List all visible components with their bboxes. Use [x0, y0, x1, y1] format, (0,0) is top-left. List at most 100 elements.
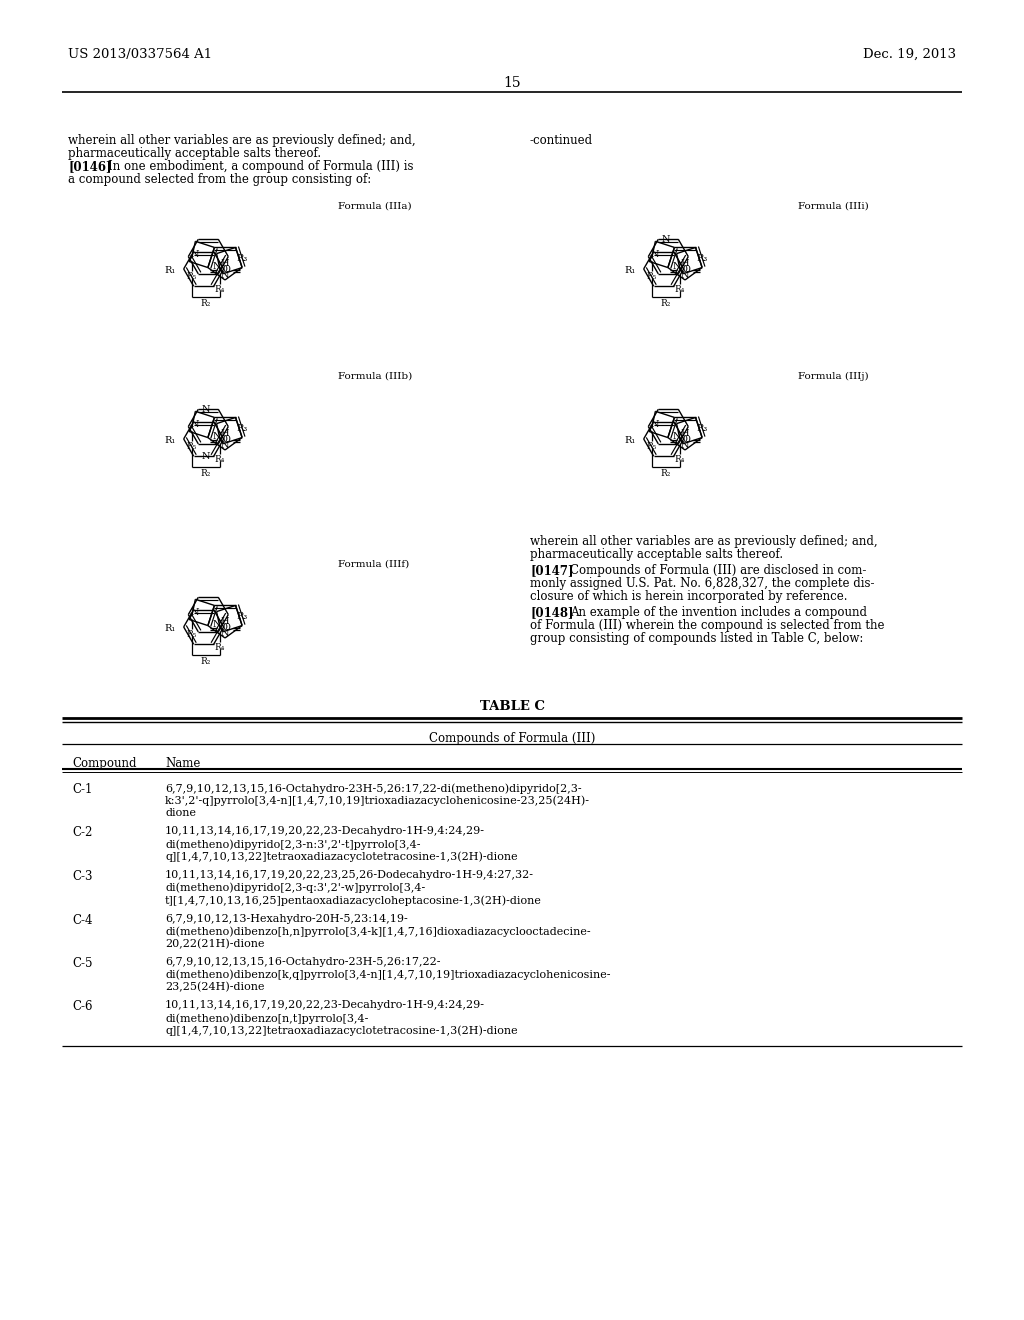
Text: di(metheno)dibenzo[k,q]pyrrolo[3,4-n][1,4,7,10,19]trioxadiazacyclohenicosine-: di(metheno)dibenzo[k,q]pyrrolo[3,4-n][1,…: [165, 969, 610, 979]
Text: di(metheno)dipyrido[2,3-q:3',2'-w]pyrrolo[3,4-: di(metheno)dipyrido[2,3-q:3',2'-w]pyrrol…: [165, 883, 425, 894]
Text: O: O: [220, 265, 227, 275]
Text: R₁: R₁: [165, 624, 176, 634]
Text: R₃: R₃: [237, 424, 248, 433]
Text: O: O: [682, 265, 690, 275]
Text: C-6: C-6: [72, 1001, 92, 1014]
Text: H: H: [221, 259, 229, 268]
Text: R₄: R₄: [675, 454, 685, 463]
Text: R₄: R₄: [215, 454, 225, 463]
Text: wherein all other variables are as previously defined; and,: wherein all other variables are as previ…: [68, 135, 416, 147]
Text: N: N: [213, 432, 221, 441]
Text: N: N: [221, 441, 229, 450]
Text: Dec. 19, 2013: Dec. 19, 2013: [863, 48, 956, 61]
Text: N: N: [190, 607, 200, 616]
Text: R₁: R₁: [625, 437, 636, 445]
Text: N: N: [681, 441, 689, 450]
Text: t][1,4,7,10,13,16,25]pentaoxadiazacycloheptacosine-1,3(2H)-dione: t][1,4,7,10,13,16,25]pentaoxadiazacycloh…: [165, 895, 542, 906]
Text: a compound selected from the group consisting of:: a compound selected from the group consi…: [68, 173, 372, 186]
Text: R₄: R₄: [215, 285, 225, 293]
Text: [0148]: [0148]: [530, 606, 573, 619]
Text: R₃: R₃: [696, 253, 708, 263]
Text: of Formula (III) wherein the compound is selected from the: of Formula (III) wherein the compound is…: [530, 619, 885, 632]
Text: O: O: [680, 265, 688, 275]
Text: Compounds of Formula (III): Compounds of Formula (III): [429, 733, 595, 744]
Text: R₃: R₃: [696, 424, 708, 433]
Text: H: H: [221, 616, 229, 626]
Text: R₁: R₁: [165, 437, 176, 445]
Text: R₅: R₅: [647, 442, 657, 451]
Text: R₅: R₅: [187, 631, 198, 639]
Text: O: O: [222, 265, 230, 275]
Text: q][1,4,7,10,13,22]tetraoxadiazacyclotetracosine-1,3(2H)-dione: q][1,4,7,10,13,22]tetraoxadiazacyclotetr…: [165, 851, 517, 862]
Text: di(metheno)dipyrido[2,3-n:3',2'-t]pyrrolo[3,4-: di(metheno)dipyrido[2,3-n:3',2'-t]pyrrol…: [165, 840, 421, 850]
Text: R₃: R₃: [237, 253, 248, 263]
Text: Formula (IIIb): Formula (IIIb): [338, 372, 413, 381]
Text: O: O: [220, 436, 227, 444]
Text: In one embodiment, a compound of Formula (III) is: In one embodiment, a compound of Formula…: [108, 160, 414, 173]
Text: R₂: R₂: [201, 298, 211, 308]
Text: C-2: C-2: [72, 826, 92, 840]
Text: H: H: [681, 259, 689, 268]
Text: Formula (IIIa): Formula (IIIa): [338, 202, 412, 211]
Text: O: O: [680, 436, 688, 444]
Text: pharmaceutically acceptable salts thereof.: pharmaceutically acceptable salts thereo…: [530, 548, 783, 561]
Text: N: N: [213, 620, 221, 630]
Text: pharmaceutically acceptable salts thereof.: pharmaceutically acceptable salts thereo…: [68, 147, 322, 160]
Text: R₂: R₂: [660, 298, 671, 308]
Text: R₂: R₂: [201, 656, 211, 665]
Text: wherein all other variables are as previously defined; and,: wherein all other variables are as previ…: [530, 535, 878, 548]
Text: 6,7,9,10,12,13,15,16-Octahydro-23H-5,26:17,22-di(metheno)dipyrido[2,3-: 6,7,9,10,12,13,15,16-Octahydro-23H-5,26:…: [165, 783, 582, 793]
Text: C-1: C-1: [72, 783, 92, 796]
Text: Formula (IIIj): Formula (IIIj): [798, 372, 868, 381]
Text: R₅: R₅: [187, 442, 198, 451]
Text: R₄: R₄: [215, 643, 225, 652]
Text: N: N: [221, 630, 229, 639]
Text: C-3: C-3: [72, 870, 92, 883]
Text: R₅: R₅: [187, 272, 198, 281]
Text: O: O: [220, 623, 227, 632]
Text: monly assigned U.S. Pat. No. 6,828,327, the complete dis-: monly assigned U.S. Pat. No. 6,828,327, …: [530, 577, 874, 590]
Text: C-4: C-4: [72, 913, 92, 927]
Text: US 2013/0337564 A1: US 2013/0337564 A1: [68, 48, 212, 61]
Text: 10,11,13,14,16,17,19,20,22,23-Decahydro-1H-9,4:24,29-: 10,11,13,14,16,17,19,20,22,23-Decahydro-…: [165, 826, 485, 837]
Text: R₅: R₅: [647, 272, 657, 281]
Text: H: H: [221, 429, 229, 438]
Text: 10,11,13,14,16,17,19,20,22,23-Decahydro-1H-9,4:24,29-: 10,11,13,14,16,17,19,20,22,23-Decahydro-…: [165, 1001, 485, 1011]
Text: Formula (IIIi): Formula (IIIi): [798, 202, 868, 211]
Text: closure of which is herein incorporated by reference.: closure of which is herein incorporated …: [530, 590, 848, 603]
Text: Name: Name: [165, 756, 201, 770]
Text: N: N: [651, 249, 659, 259]
Text: N: N: [651, 420, 659, 429]
Text: dione: dione: [165, 808, 196, 818]
Text: O: O: [222, 436, 230, 444]
Text: R₂: R₂: [201, 469, 211, 478]
Text: 15: 15: [503, 77, 521, 90]
Text: C-5: C-5: [72, 957, 92, 970]
Text: di(metheno)dibenzo[h,n]pyrrolo[3,4-k][1,4,7,16]dioxadiazacyclooctadecine-: di(metheno)dibenzo[h,n]pyrrolo[3,4-k][1,…: [165, 927, 591, 937]
Text: N: N: [681, 272, 689, 281]
Text: R₃: R₃: [237, 612, 248, 622]
Text: -continued: -continued: [530, 135, 593, 147]
Text: N: N: [663, 235, 671, 244]
Text: R₂: R₂: [660, 469, 671, 478]
Text: 10,11,13,14,16,17,19,20,22,23,25,26-Dodecahydro-1H-9,4:27,32-: 10,11,13,14,16,17,19,20,22,23,25,26-Dode…: [165, 870, 534, 880]
Text: [0146]: [0146]: [68, 160, 112, 173]
Text: 23,25(24H)-dione: 23,25(24H)-dione: [165, 982, 264, 993]
Text: q][1,4,7,10,13,22]tetraoxadiazacyclotetracosine-1,3(2H)-dione: q][1,4,7,10,13,22]tetraoxadiazacyclotetr…: [165, 1026, 517, 1036]
Text: Compound: Compound: [72, 756, 136, 770]
Text: 6,7,9,10,12,13-Hexahydro-20H-5,23:14,19-: 6,7,9,10,12,13-Hexahydro-20H-5,23:14,19-: [165, 913, 408, 924]
Text: N: N: [673, 432, 681, 441]
Text: N: N: [673, 263, 681, 271]
Text: N: N: [202, 405, 211, 413]
Text: O: O: [222, 623, 230, 632]
Text: N: N: [190, 249, 200, 259]
Text: N: N: [213, 263, 221, 271]
Text: An example of the invention includes a compound: An example of the invention includes a c…: [570, 606, 867, 619]
Text: R₁: R₁: [165, 267, 176, 276]
Text: di(metheno)dibenzo[n,t]pyrrolo[3,4-: di(metheno)dibenzo[n,t]pyrrolo[3,4-: [165, 1012, 369, 1023]
Text: R₄: R₄: [675, 285, 685, 293]
Text: k:3',2'-q]pyrrolo[3,4-n][1,4,7,10,19]trioxadiazacyclohenicosine-23,25(24H)-: k:3',2'-q]pyrrolo[3,4-n][1,4,7,10,19]tri…: [165, 796, 590, 807]
Text: O: O: [682, 436, 690, 444]
Text: 20,22(21H)-dione: 20,22(21H)-dione: [165, 939, 264, 949]
Text: Compounds of Formula (III) are disclosed in com-: Compounds of Formula (III) are disclosed…: [570, 564, 866, 577]
